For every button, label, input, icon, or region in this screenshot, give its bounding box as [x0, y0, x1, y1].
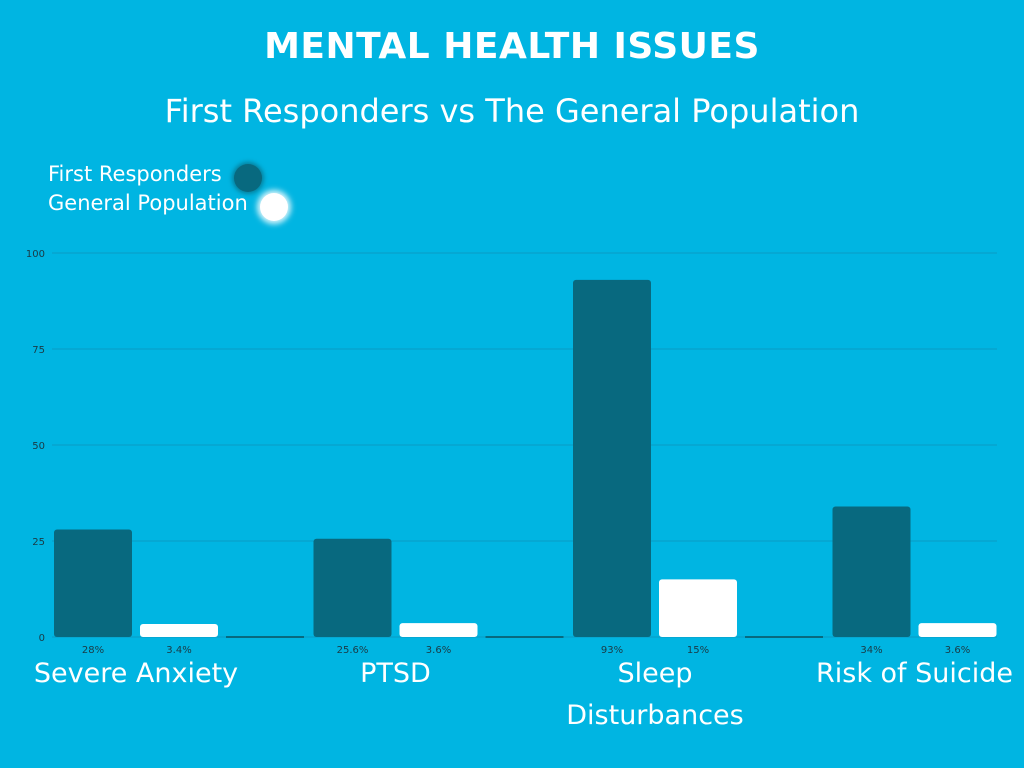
legend: First Responders General Population	[48, 162, 308, 226]
legend-label-first-responders: First Responders	[48, 162, 222, 186]
data-label-first-responders-severe-anxiety: 28%	[82, 645, 104, 656]
data-label-general-population-risk-of-suicide: 3.6%	[945, 645, 970, 656]
legend-swatch-general-population	[260, 193, 288, 221]
bar-first-responders-sleep-disturbances	[573, 279, 651, 637]
x-tick-label-line: Disturbances	[566, 700, 744, 731]
data-label-first-responders-ptsd: 25.6%	[337, 645, 369, 656]
x-tick-label-line: Risk of Suicide	[815, 658, 1013, 689]
legend-swatch-first-responders	[234, 164, 262, 192]
y-tick-label: 50	[32, 441, 45, 452]
x-tick-label-sleep-disturbances: Sleep Disturbances	[545, 653, 765, 737]
bar-first-responders-risk-of-suicide	[832, 506, 911, 637]
x-tick-label-severe-anxiety: Severe Anxiety	[26, 653, 246, 695]
data-label-general-population-sleep-disturbances: 15%	[687, 645, 709, 656]
bar-first-responders-ptsd	[313, 538, 392, 637]
y-tick-label: 100	[26, 249, 45, 260]
chart-subtitle: First Responders vs The General Populati…	[164, 92, 860, 130]
legend-label-general-population: General Population	[48, 191, 248, 215]
bar-general-population-severe-anxiety	[140, 623, 218, 637]
data-label-general-population-severe-anxiety: 3.4%	[166, 645, 191, 656]
y-tick-label: 0	[39, 633, 45, 644]
bar-general-population-ptsd	[399, 623, 478, 637]
y-tick-label: 75	[32, 345, 45, 356]
x-tick-label-risk-of-suicide: Risk of Suicide	[805, 653, 1024, 695]
bar-general-population-sleep-disturbances	[659, 579, 737, 637]
bar-first-responders-severe-anxiety	[54, 529, 132, 637]
chart-title: MENTAL HEALTH ISSUES	[264, 26, 760, 67]
data-label-first-responders-risk-of-suicide: 34%	[860, 645, 882, 656]
data-label-general-population-ptsd: 3.6%	[426, 645, 451, 656]
data-label-first-responders-sleep-disturbances: 93%	[601, 645, 623, 656]
x-tick-label-line: Severe Anxiety	[33, 658, 239, 689]
x-tick-label-line: PTSD	[360, 658, 431, 689]
x-tick-label-line: Sleep	[617, 658, 693, 689]
y-tick-label: 25	[32, 537, 45, 548]
bar-general-population-risk-of-suicide	[918, 623, 997, 637]
x-tick-label-ptsd: PTSD	[286, 653, 506, 695]
